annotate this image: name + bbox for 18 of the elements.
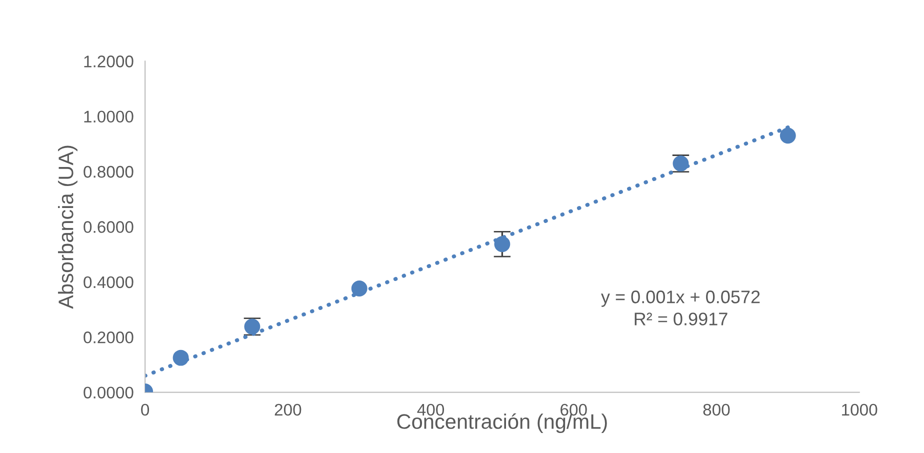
point bbox=[172, 350, 189, 366]
point bbox=[780, 128, 796, 144]
annotation: y = 0.001x + 0.0572 R² = 0.9917 bbox=[601, 290, 760, 326]
x-tick-label: 200 bbox=[274, 404, 302, 416]
y-tick-label: 1.0000 bbox=[84, 110, 134, 123]
y-tick-label: 0.4000 bbox=[84, 276, 134, 288]
point bbox=[494, 236, 510, 252]
y-tick-label: 0.0000 bbox=[84, 386, 134, 398]
x-tick-label: 800 bbox=[703, 404, 730, 416]
y-tick-label: 0.6000 bbox=[84, 221, 134, 233]
x-tick-label: 600 bbox=[560, 404, 587, 416]
point bbox=[351, 280, 368, 297]
y-tick-label: 0.2000 bbox=[84, 332, 134, 344]
x-tick-label: 0 bbox=[141, 404, 150, 416]
y-tick-label: 0.8000 bbox=[84, 166, 134, 178]
y-tick-label: 1.2000 bbox=[84, 56, 134, 68]
y-axis-title: Absorbancia (UA) bbox=[58, 146, 78, 309]
x-tick-label: 1000 bbox=[842, 404, 878, 416]
